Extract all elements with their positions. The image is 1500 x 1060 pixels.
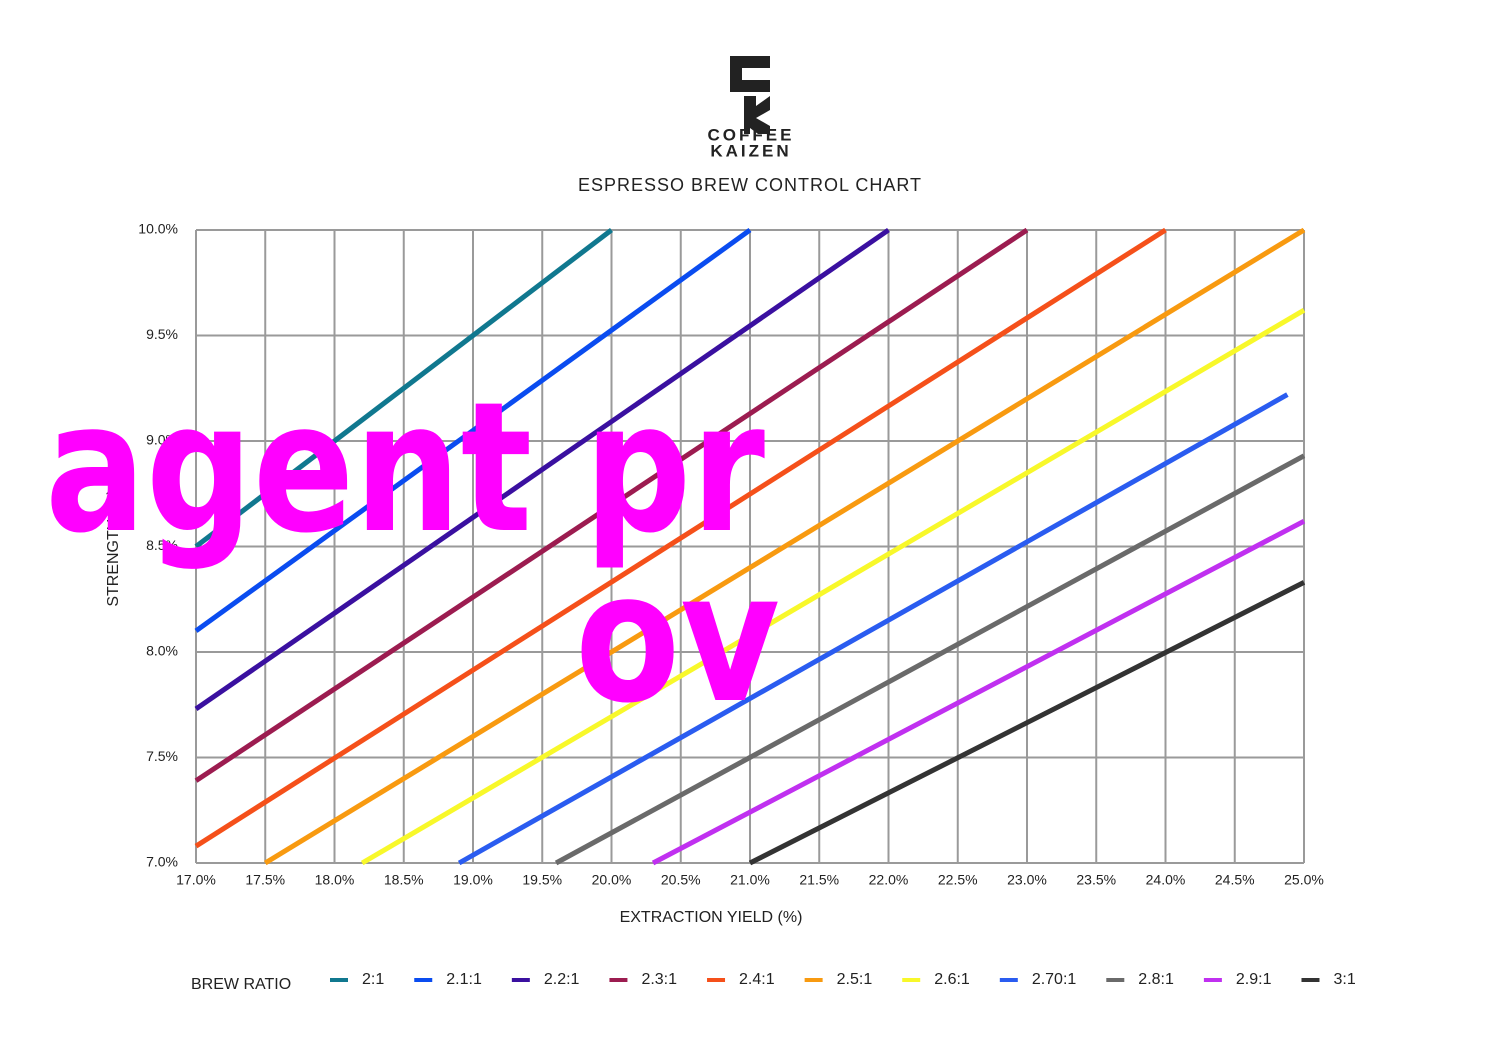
series-line	[651, 518, 1306, 866]
logo	[730, 56, 770, 134]
x-tick-label: 24.5%	[1215, 872, 1255, 888]
legend-label: 2.3:1	[641, 971, 677, 988]
series-line	[360, 308, 1306, 866]
y-axis-label: STRENGTH (%)	[105, 489, 122, 606]
y-tick-label: 7.5%	[146, 748, 178, 764]
x-tick-label: 22.5%	[938, 872, 978, 888]
series-line	[194, 227, 890, 712]
series-line	[194, 227, 1029, 783]
watermark: agent pr	[45, 364, 765, 573]
series-line	[263, 227, 1306, 866]
brand-line: COFFEE	[708, 125, 795, 144]
x-tick-label: 18.0%	[315, 872, 355, 888]
x-tick-label: 19.0%	[453, 872, 493, 888]
x-tick-label: 17.5%	[245, 872, 285, 888]
x-tick-label: 21.5%	[799, 872, 839, 888]
legend-label: 2.70:1	[1032, 971, 1077, 988]
x-tick-label: 25.0%	[1284, 872, 1324, 888]
x-axis-label: EXTRACTION YIELD (%)	[620, 909, 803, 926]
y-tick-label: 7.0%	[146, 854, 178, 870]
x-tick-label: 21.0%	[730, 872, 770, 888]
x-tick-label: 23.5%	[1076, 872, 1116, 888]
y-tick-label: 10.0%	[138, 221, 178, 237]
x-tick-label: 24.0%	[1146, 872, 1186, 888]
x-tick-label: 17.0%	[176, 872, 216, 888]
x-tick-label: 22.0%	[869, 872, 909, 888]
legend-label: 2.4:1	[739, 971, 775, 988]
x-tick-label: 18.5%	[384, 872, 424, 888]
x-tick-label: 19.5%	[522, 872, 562, 888]
legend-label: 2.5:1	[837, 971, 873, 988]
x-tick-label: 23.0%	[1007, 872, 1047, 888]
legend-label: 2.6:1	[934, 971, 970, 988]
legend-label: 2.8:1	[1138, 971, 1174, 988]
y-tick-label: 8.0%	[146, 643, 178, 659]
legend-label: 3:1	[1333, 971, 1355, 988]
series-line	[194, 227, 1167, 849]
x-tick-label: 20.0%	[592, 872, 632, 888]
legend-label: 2.2:1	[544, 971, 580, 988]
series-line	[748, 580, 1306, 866]
y-tick-label: 9.5%	[146, 326, 178, 342]
chart-title: ESPRESSO BREW CONTROL CHART	[578, 175, 922, 195]
series-line	[554, 453, 1306, 866]
y-tick-label: 9.0%	[146, 432, 178, 448]
series-line	[457, 392, 1289, 866]
legend-label: 2.9:1	[1236, 971, 1272, 988]
legend-title: BREW RATIO	[191, 976, 291, 993]
legend-label: 2:1	[362, 971, 384, 988]
y-tick-label: 8.5%	[146, 537, 178, 553]
series-line	[194, 227, 752, 633]
watermark: ov	[575, 534, 780, 743]
series-line	[194, 228, 614, 549]
legend-label: 2.1:1	[446, 971, 482, 988]
x-tick-label: 20.5%	[661, 872, 701, 888]
brand-line: KAIZEN	[710, 141, 791, 160]
